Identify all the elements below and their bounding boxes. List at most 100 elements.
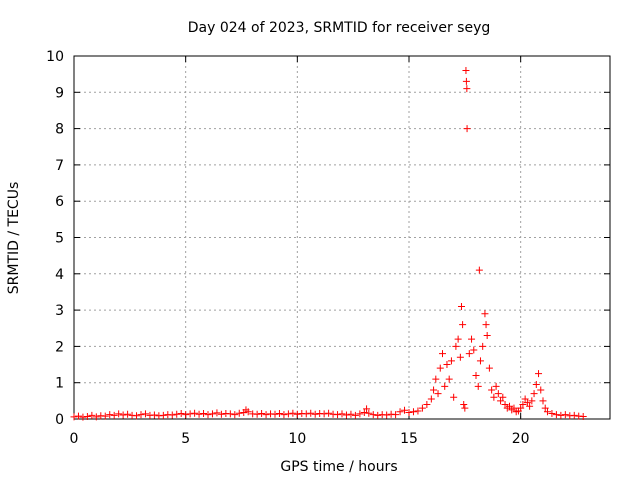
data-point xyxy=(541,404,549,412)
data-point xyxy=(396,408,404,416)
data-point xyxy=(106,411,114,419)
data-point xyxy=(521,395,529,403)
x-tick-label: 20 xyxy=(512,431,530,447)
y-tick-label: 1 xyxy=(55,376,64,392)
data-point xyxy=(342,411,350,419)
y-tick-label: 8 xyxy=(55,122,64,138)
data-point xyxy=(110,411,118,419)
data-point xyxy=(293,410,301,418)
data-point xyxy=(405,408,413,416)
data-point xyxy=(468,335,476,343)
data-point xyxy=(418,404,426,412)
x-axis-title: GPS time / hours xyxy=(280,459,397,475)
data-point xyxy=(133,412,141,420)
data-point xyxy=(311,410,319,418)
data-point xyxy=(517,404,525,412)
data-point xyxy=(460,400,468,408)
data-point xyxy=(535,370,543,378)
data-point xyxy=(360,408,368,416)
data-point xyxy=(200,410,208,418)
data-point xyxy=(457,302,465,310)
data-point xyxy=(226,410,234,418)
data-point xyxy=(289,409,297,417)
data-point xyxy=(101,412,109,420)
data-point xyxy=(454,335,462,343)
y-tick-label: 6 xyxy=(55,194,64,210)
data-point xyxy=(561,411,569,419)
data-point xyxy=(462,67,470,75)
data-point xyxy=(475,266,483,274)
data-point xyxy=(320,410,328,418)
data-point xyxy=(548,410,556,418)
data-point xyxy=(275,410,283,418)
data-point xyxy=(88,411,96,419)
y-tick-label: 0 xyxy=(55,412,64,428)
data-point xyxy=(70,413,78,421)
data-point xyxy=(543,408,551,416)
data-point xyxy=(441,382,449,390)
data-point xyxy=(510,404,518,412)
data-point xyxy=(463,85,471,93)
data-point xyxy=(262,411,270,419)
data-point xyxy=(213,409,221,417)
data-point xyxy=(459,321,467,329)
data-point xyxy=(465,350,473,358)
y-axis-title: SRMTID / TECUs xyxy=(6,182,22,295)
data-point xyxy=(338,410,346,418)
data-point xyxy=(537,386,545,394)
data-point xyxy=(347,410,355,418)
data-point xyxy=(432,375,440,383)
data-point xyxy=(570,411,578,419)
data-point xyxy=(365,409,373,417)
data-point xyxy=(124,410,132,418)
data-point xyxy=(414,407,422,415)
data-point xyxy=(452,342,460,350)
data-point xyxy=(462,77,470,85)
data-point xyxy=(258,410,266,418)
data-point xyxy=(499,393,507,401)
data-point xyxy=(439,350,446,358)
data-point xyxy=(253,410,261,418)
data-point xyxy=(369,411,377,419)
data-point xyxy=(137,411,145,419)
data-point xyxy=(217,410,225,418)
data-point xyxy=(490,393,498,401)
y-tick-label: 3 xyxy=(55,303,64,319)
data-point xyxy=(506,402,513,410)
data-point xyxy=(302,410,310,418)
data-point xyxy=(463,125,471,133)
data-point xyxy=(356,410,364,418)
data-point xyxy=(115,410,123,418)
y-tick-label: 2 xyxy=(55,339,64,355)
data-point xyxy=(280,411,288,419)
x-tick-label: 15 xyxy=(400,431,418,447)
data-point xyxy=(461,404,469,412)
data-point xyxy=(579,412,587,420)
data-point xyxy=(363,405,371,413)
data-point xyxy=(456,353,464,361)
data-point xyxy=(325,409,333,417)
data-point xyxy=(434,390,442,398)
data-point xyxy=(271,410,279,418)
data-point xyxy=(173,410,181,418)
data-point xyxy=(528,397,536,405)
data-point xyxy=(159,411,167,419)
data-point xyxy=(450,393,458,401)
data-point xyxy=(494,390,502,398)
data-point xyxy=(392,411,400,419)
y-tick-label: 9 xyxy=(55,85,64,101)
data-point xyxy=(191,409,199,417)
data-point xyxy=(79,413,87,421)
data-point xyxy=(552,411,560,419)
data-point xyxy=(141,410,149,418)
data-point xyxy=(284,410,292,418)
x-tick-label: 0 xyxy=(70,431,79,447)
data-point xyxy=(488,386,496,394)
data-point xyxy=(483,332,491,340)
data-point xyxy=(482,321,490,329)
data-point xyxy=(231,411,239,419)
data-points xyxy=(70,67,587,421)
y-tick-label: 4 xyxy=(55,267,64,283)
x-tick-label: 10 xyxy=(288,431,306,447)
data-point xyxy=(427,395,435,403)
